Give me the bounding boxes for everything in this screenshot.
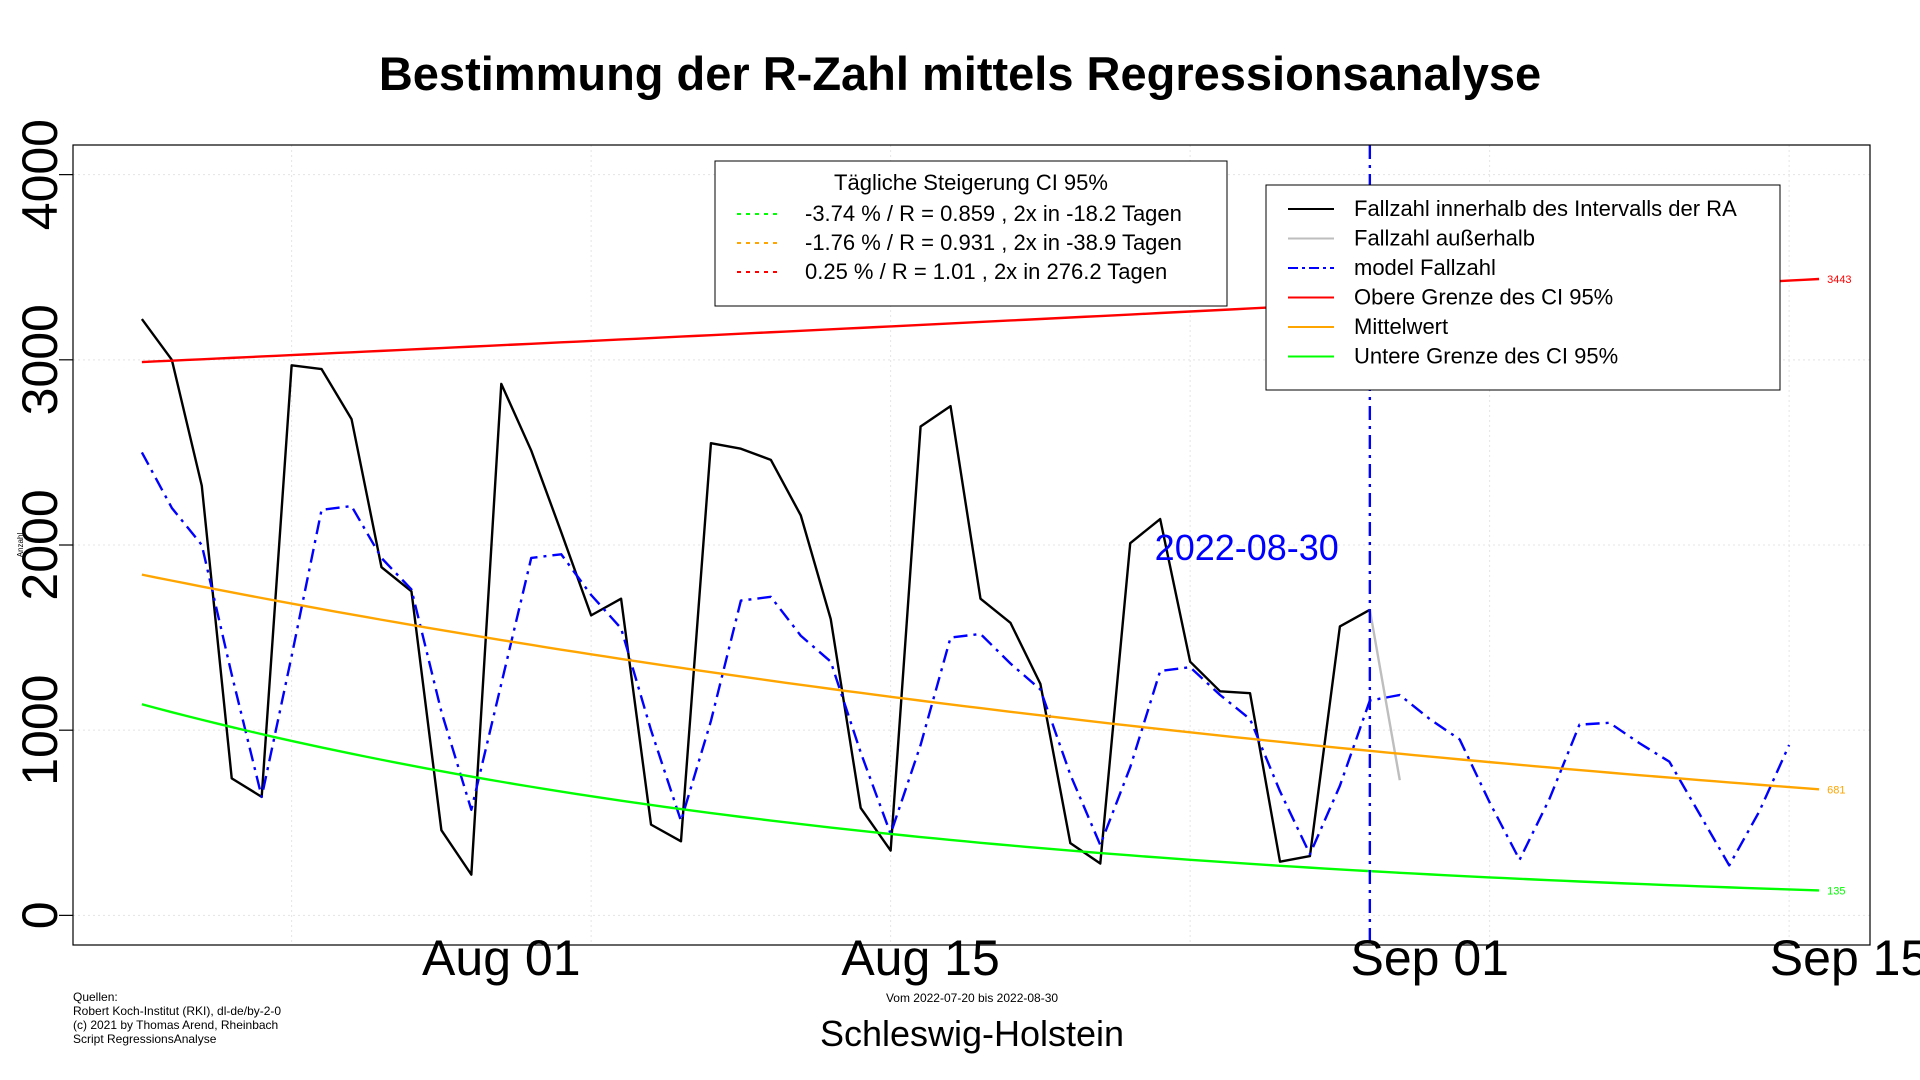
region-label: Schleswig-Holstein: [820, 1013, 1124, 1054]
series-line: [1368, 609, 1401, 781]
ci-legend-entry: -3.74 % / R = 0.859 , 2x in -18.2 Tagen: [805, 201, 1182, 226]
annotations: 3443 681 135 2022-08-30: [1155, 274, 1852, 897]
x-tick-label: Sep 01: [1350, 930, 1508, 986]
y-axis: 0 1000 2000 3000 4000: [12, 119, 73, 929]
y-tick-label: 2000: [12, 489, 68, 600]
y-tick-label: 4000: [12, 119, 68, 230]
ci-legend-title: Tägliche Steigerung CI 95%: [834, 170, 1108, 195]
series-layer: [140, 145, 1820, 945]
series-line: [140, 318, 1371, 876]
end-value-label: 681: [1827, 784, 1845, 796]
series-legend-entry: Fallzahl außerhalb: [1354, 226, 1535, 251]
series-legend-entry: Untere Grenze des CI 95%: [1354, 344, 1618, 369]
ci-legend-entry: 0.25 % / R = 1.01 , 2x in 276.2 Tagen: [805, 259, 1167, 284]
ci-legend-entry: -1.76 % / R = 0.931 , 2x in -38.9 Tagen: [805, 230, 1182, 255]
y-axis-label: Anzahl: [16, 533, 25, 558]
end-value-label: 3443: [1827, 274, 1851, 286]
series-legend-entry: model Fallzahl: [1354, 255, 1496, 280]
source-line: Script RegressionsAnalyse: [73, 1032, 217, 1046]
x-axis: Aug 01 Aug 15 Sep 01 Sep 15: [422, 930, 1920, 986]
source-line: Quellen:: [73, 990, 118, 1004]
series-legend: Fallzahl innerhalb des Intervalls der RA…: [1265, 184, 1781, 391]
series-legend-entry: Mittelwert: [1354, 314, 1448, 339]
series-line: [140, 451, 1791, 867]
period-note: Vom 2022-07-20 bis 2022-08-30: [886, 991, 1058, 1005]
y-tick-label: 3000: [12, 304, 68, 415]
y-tick-label: 0: [12, 901, 68, 929]
x-tick-label: Aug 15: [841, 930, 999, 986]
series-legend-entry: Fallzahl innerhalb des Intervalls der RA: [1354, 196, 1737, 221]
y-tick-label: 1000: [12, 675, 68, 786]
x-tick-label: Sep 15: [1770, 930, 1920, 986]
series-legend-entry: Obere Grenze des CI 95%: [1354, 285, 1613, 310]
ci-legend: Tägliche Steigerung CI 95% -3.74 % / R =…: [714, 160, 1228, 307]
chart-title: Bestimmung der R-Zahl mittels Regression…: [379, 47, 1541, 100]
end-value-label: 135: [1827, 885, 1845, 897]
source-line: (c) 2021 by Thomas Arend, Rheinbach: [73, 1018, 278, 1032]
x-tick-label: Aug 01: [422, 930, 580, 986]
source-line: Robert Koch-Institut (RKI), dl-de/by-2-0: [73, 1004, 281, 1018]
series-line: [141, 703, 1820, 892]
grid: [73, 145, 1870, 945]
series-line: [141, 573, 1820, 791]
reference-date-label: 2022-08-30: [1155, 527, 1339, 568]
sources: Quellen: Robert Koch-Institut (RKI), dl-…: [73, 990, 281, 1046]
